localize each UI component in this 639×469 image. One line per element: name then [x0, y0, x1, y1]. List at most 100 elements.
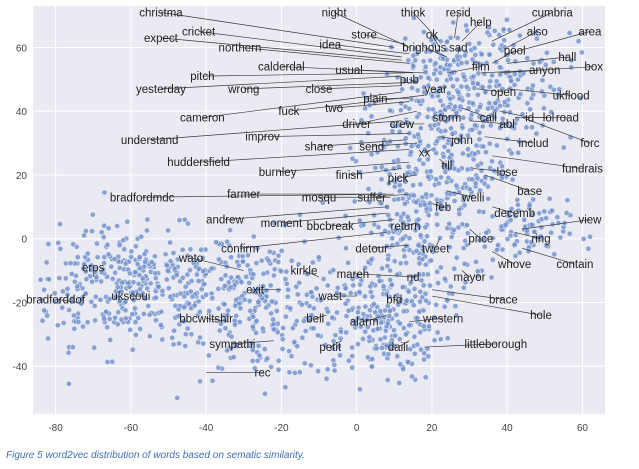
data-point [198, 246, 204, 253]
data-point [215, 305, 222, 312]
data-point [542, 62, 549, 68]
leader-line [315, 314, 327, 319]
data-point [184, 252, 191, 259]
data-point [402, 35, 409, 42]
data-point [410, 182, 416, 189]
word-label: abl [499, 119, 514, 131]
data-point [182, 331, 189, 338]
data-point [441, 83, 448, 90]
data-point [446, 154, 453, 161]
data-point [101, 254, 108, 260]
word-label: brighous [402, 42, 446, 54]
data-point [125, 280, 132, 287]
data-point [221, 301, 228, 308]
data-point [433, 301, 439, 308]
data-point [216, 327, 223, 334]
data-point [371, 301, 377, 307]
data-point [474, 162, 481, 169]
data-point [112, 269, 118, 276]
data-point [179, 246, 186, 253]
data-point [447, 75, 454, 82]
data-point [372, 309, 379, 316]
data-point [208, 265, 215, 272]
data-point [536, 210, 542, 217]
data-point [114, 284, 121, 291]
data-point [424, 271, 431, 278]
data-point [167, 258, 174, 265]
data-point [408, 96, 415, 103]
data-point [366, 307, 373, 314]
word-label: xx [419, 148, 431, 160]
data-point [412, 45, 419, 52]
data-point [433, 211, 440, 217]
data-point [434, 329, 441, 336]
data-point [511, 241, 518, 248]
data-point [143, 227, 150, 234]
data-point [395, 301, 402, 308]
data-point [155, 283, 162, 290]
data-point [355, 315, 362, 321]
data-point [408, 143, 415, 149]
leader-line [397, 340, 410, 348]
data-point [355, 341, 361, 347]
data-point [454, 53, 461, 60]
data-point [249, 357, 256, 364]
data-point [195, 339, 202, 346]
data-point [437, 64, 444, 71]
data-point [296, 211, 303, 218]
data-point [417, 288, 424, 295]
data-point [555, 220, 562, 226]
data-point [330, 267, 337, 273]
word-label: fuck [278, 106, 299, 118]
word2vec-scatter-plot: christma night think resid cumbria help cricke… [13, 6, 605, 434]
data-point [181, 293, 188, 300]
word-label: bradfordmdc [110, 192, 175, 204]
data-point [566, 30, 573, 36]
data-point [278, 268, 284, 275]
data-point [88, 262, 95, 269]
leader-line [190, 257, 244, 271]
data-point [442, 127, 449, 134]
data-point [222, 325, 229, 332]
data-point [51, 290, 58, 297]
data-point [434, 268, 441, 275]
data-point [132, 305, 138, 312]
leader-line [160, 37, 402, 61]
data-point [394, 271, 401, 278]
data-point [473, 142, 480, 149]
data-point [474, 273, 481, 279]
leader-line [507, 88, 572, 96]
data-point [135, 315, 142, 321]
data-point [400, 325, 407, 331]
leader-line [439, 158, 448, 166]
data-point [458, 60, 465, 66]
data-point [488, 274, 495, 281]
data-point [362, 303, 369, 310]
data-point [493, 59, 499, 65]
word-label: storm [433, 113, 462, 125]
data-point [388, 281, 395, 288]
leader-line [507, 31, 591, 55]
data-point [403, 259, 410, 266]
data-point [209, 377, 216, 384]
data-point [62, 275, 69, 282]
data-point [250, 233, 257, 240]
data-point [324, 308, 331, 315]
leader-line [514, 231, 542, 240]
data-point [489, 235, 496, 242]
data-point [237, 305, 244, 312]
word-label: understand [121, 135, 179, 147]
data-point [515, 149, 522, 156]
leader-line [439, 136, 463, 141]
data-point [378, 176, 385, 183]
data-point [100, 234, 107, 240]
data-point [394, 353, 401, 360]
data-point [531, 228, 538, 235]
data-point [295, 261, 302, 268]
leader-line [142, 193, 395, 198]
word-label: brace [489, 294, 518, 306]
data-point [466, 186, 473, 193]
word-label: year [424, 84, 447, 96]
data-point [428, 192, 435, 199]
data-point [227, 227, 233, 233]
